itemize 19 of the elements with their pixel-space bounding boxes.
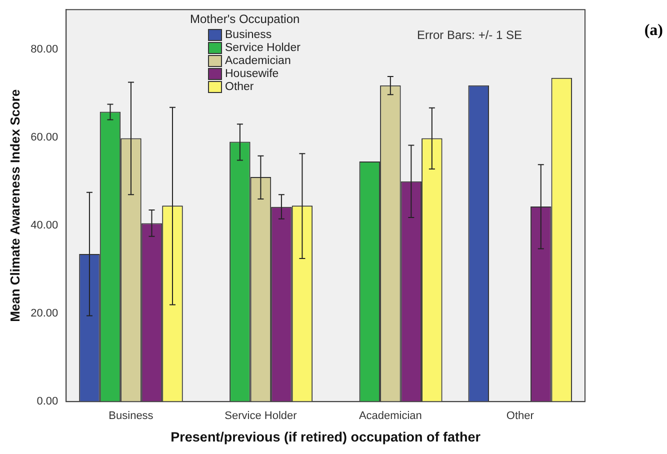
x-tick-label: Academician (358, 410, 422, 422)
legend-label: Service Holder (225, 42, 300, 54)
legend-label: Other (225, 80, 254, 92)
legend-title: Mother's Occupation (190, 12, 300, 26)
legend-label: Business (225, 28, 272, 40)
y-tick-label: 80.00 (30, 43, 58, 56)
x-axis-title: Present/previous (if retired) occupation of father (170, 430, 482, 445)
y-tick-label: 0.00 (36, 396, 58, 408)
y-tick-label: 40.00 (30, 219, 58, 232)
x-tick-label: Service Holder (224, 410, 298, 422)
annotation: Error Bars: +/- 1 SE (417, 28, 522, 42)
x-tick-label: Other (506, 410, 534, 422)
x-tick-label: Business (108, 410, 154, 422)
y-tick-label: 20.00 (30, 308, 58, 320)
y-axis-title: Mean Climate Awareness Index Score (7, 89, 22, 322)
legend-label: Housewife (225, 68, 279, 80)
y-tick-label: 60.00 (30, 131, 58, 144)
legend-label: Academician (225, 54, 291, 66)
text: (a) (644, 22, 663, 40)
